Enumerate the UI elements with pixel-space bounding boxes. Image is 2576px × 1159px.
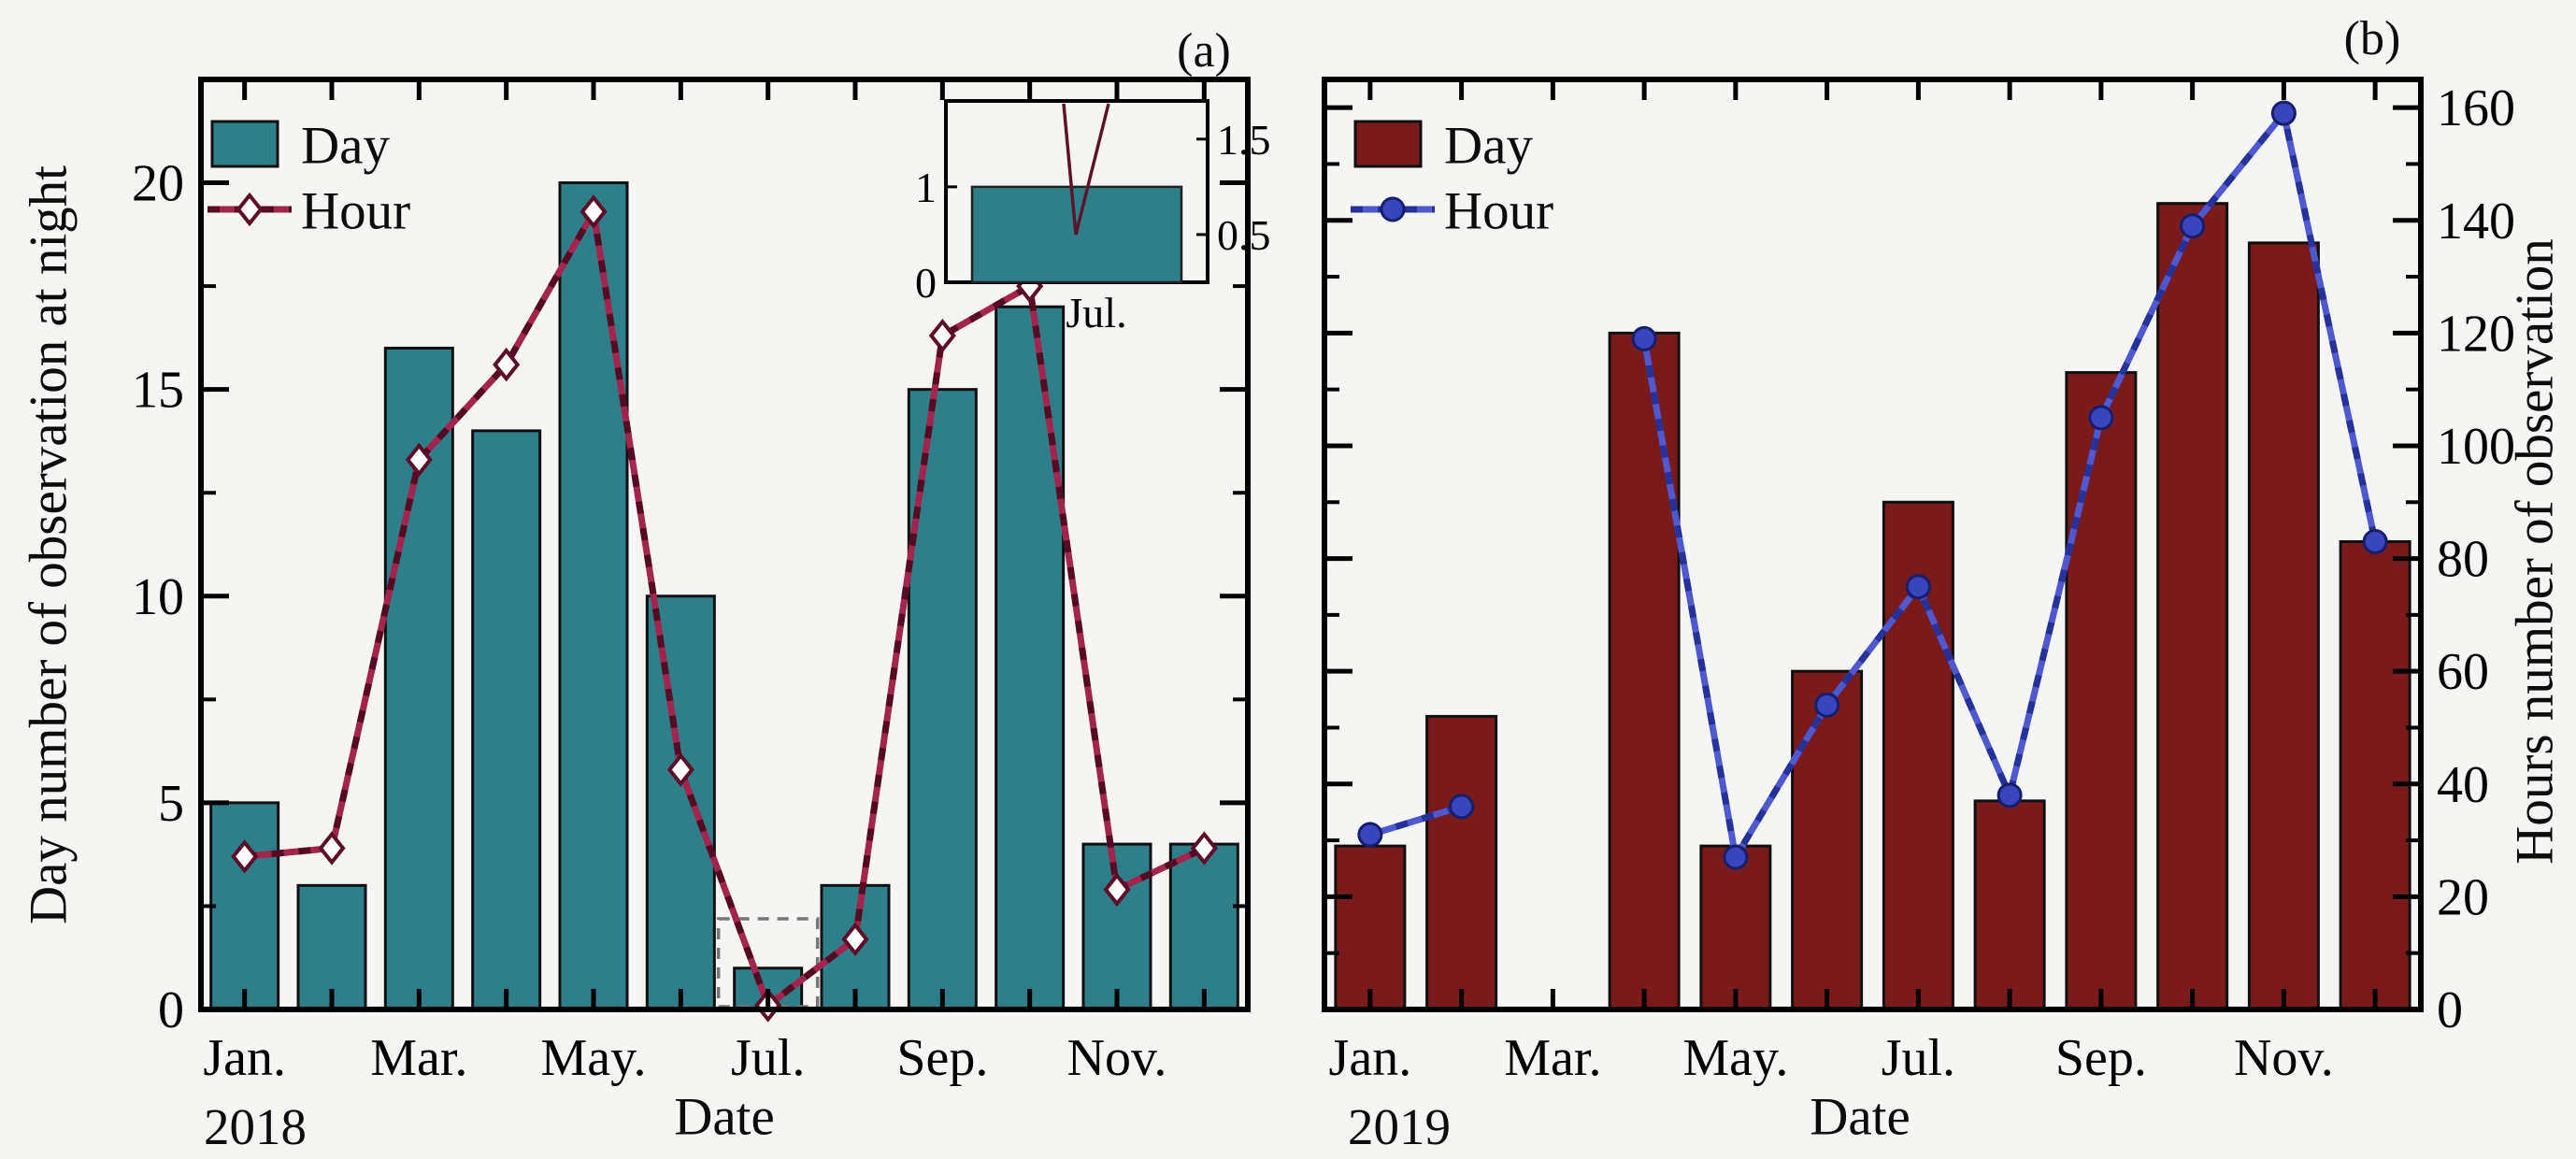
- bar-may: [1699, 844, 1772, 1011]
- legend-line-marker: [236, 192, 264, 227]
- y-tick-label: 0: [2437, 981, 2463, 1039]
- hour-marker-sep: [928, 318, 956, 353]
- panel-b: 0 20 40 60 80 100 120 140 160 Jan. Mar. May. Jul. Sep…: [1322, 77, 2515, 1087]
- x-month-label: Jul.: [731, 1029, 805, 1087]
- x-month-label: May.: [1682, 1029, 1788, 1087]
- y-tick-label: 60: [2437, 643, 2489, 701]
- y-tick-label: 120: [2437, 305, 2515, 363]
- x-month-label: Sep.: [2055, 1029, 2147, 1087]
- legend-b: [1351, 120, 1435, 222]
- hour-marker-sep: [2088, 405, 2114, 431]
- x-month-label: Jan.: [1329, 1029, 1412, 1087]
- bar-jul: [1882, 500, 1954, 1011]
- hour-marker-feb: [318, 831, 346, 866]
- hour-line: [1368, 803, 1463, 838]
- july-inset: 1 0 1.5 0.5 Jul.: [915, 99, 1271, 336]
- hour-marker-jan: [1357, 822, 1383, 848]
- hour-marker-may: [1723, 844, 1749, 870]
- hour-marker-mar: [405, 442, 433, 478]
- axes-frame: [1322, 77, 2424, 1012]
- panel-b-legend-line-label: Hour: [1444, 181, 1554, 241]
- hour-marker-dec: [2362, 528, 2388, 554]
- inset-hour-dip-line: [1062, 103, 1110, 236]
- y-tick-label: 0: [158, 981, 184, 1039]
- hour-marker-aug: [841, 922, 869, 957]
- hour-marker-jul: [1905, 574, 1931, 600]
- y-tick-label: 100: [2437, 418, 2515, 476]
- inset-right-tick-label: 1.5: [1217, 116, 1271, 164]
- x-month-label: Nov.: [2234, 1029, 2334, 1087]
- y-tick-label: 15: [132, 362, 184, 420]
- y-tick-label: 160: [2437, 79, 2515, 137]
- panel-a-year-label: 2018: [204, 1098, 307, 1155]
- hour-marker-jun: [1814, 692, 1840, 718]
- bar-jan: [1334, 844, 1407, 1011]
- bar-jun: [645, 594, 716, 1011]
- x-month-label: Jul.: [1882, 1029, 1955, 1087]
- panel-a-legend-bar-label: Day: [301, 116, 390, 176]
- x-month-label: Sep.: [896, 1029, 988, 1087]
- x-month-label: Mar.: [1504, 1029, 1601, 1087]
- legend-a: [208, 120, 292, 227]
- y-tick-label: 20: [2437, 868, 2489, 926]
- y-tick-label: 20: [132, 155, 184, 213]
- hour-line-dashes: [244, 208, 1206, 1009]
- bar-apr: [471, 429, 542, 1011]
- bar-jan: [209, 801, 280, 1011]
- inset-left-tick-label: 0: [915, 259, 937, 307]
- panel-b-legend-bar-label: Day: [1444, 116, 1533, 176]
- bar-jun: [1791, 669, 1864, 1011]
- panel-b-yaxis-title: Hours number of observation: [2505, 238, 2565, 865]
- legend-bar-swatch: [1353, 120, 1423, 168]
- axes-frame: [198, 77, 1251, 1012]
- hour-marker-oct: [2180, 213, 2206, 239]
- panel-a-xaxis-title: Date: [674, 1087, 775, 1147]
- x-month-label: Nov.: [1067, 1029, 1167, 1087]
- hour-marker-dec: [1190, 831, 1218, 866]
- panel-b-year-label: 2019: [1348, 1098, 1451, 1155]
- bar-apr: [1608, 331, 1681, 1011]
- y-tick-label: 10: [132, 568, 184, 626]
- y-tick-label: 140: [2437, 193, 2515, 250]
- hour-marker-jan: [231, 839, 259, 874]
- hour-marker-aug: [1996, 782, 2023, 808]
- bar-oct: [2156, 202, 2229, 1011]
- y-tick-label: 40: [2437, 756, 2489, 814]
- inset-right-tick-label: 0.5: [1217, 211, 1271, 259]
- x-month-label: Jan.: [203, 1029, 286, 1087]
- y-tick-label: 80: [2437, 531, 2489, 589]
- bar-oct: [995, 305, 1066, 1011]
- panel-b-xaxis-title: Date: [1810, 1087, 1911, 1147]
- hour-marker-nov: [1103, 872, 1131, 907]
- panel-a-letter: (a): [1177, 24, 1231, 78]
- bar-feb: [1425, 714, 1498, 1011]
- panel-a-yaxis-title: Day number of observation at night: [19, 165, 79, 925]
- bar-dec: [1168, 842, 1239, 1011]
- bar-nov: [2247, 241, 2320, 1011]
- bar-feb: [296, 883, 367, 1011]
- bar-aug: [820, 883, 891, 1011]
- inset-x-label: Jul.: [1066, 289, 1126, 336]
- hour-marker-apr: [493, 347, 521, 382]
- bar-may: [558, 181, 629, 1011]
- x-month-label: Mar.: [370, 1029, 467, 1087]
- bar-sep: [2065, 371, 2138, 1011]
- legend-line-marker: [1380, 196, 1406, 222]
- hour-marker-nov: [2270, 100, 2297, 126]
- x-month-label: May.: [540, 1029, 646, 1087]
- hour-marker-apr: [1631, 325, 1657, 351]
- hour-marker-jun: [666, 752, 694, 787]
- panel-a-legend-line-label: Hour: [301, 181, 411, 241]
- y-tick-label: 5: [158, 775, 184, 833]
- hour-marker-feb: [1449, 794, 1475, 820]
- bar-aug: [1973, 799, 2046, 1011]
- inset-left-tick-label: 1: [915, 164, 937, 211]
- hour-marker-may: [580, 194, 608, 229]
- bar-dec: [2339, 539, 2411, 1011]
- legend-bar-swatch: [210, 120, 279, 168]
- panel-b-letter: (b): [2343, 12, 2401, 65]
